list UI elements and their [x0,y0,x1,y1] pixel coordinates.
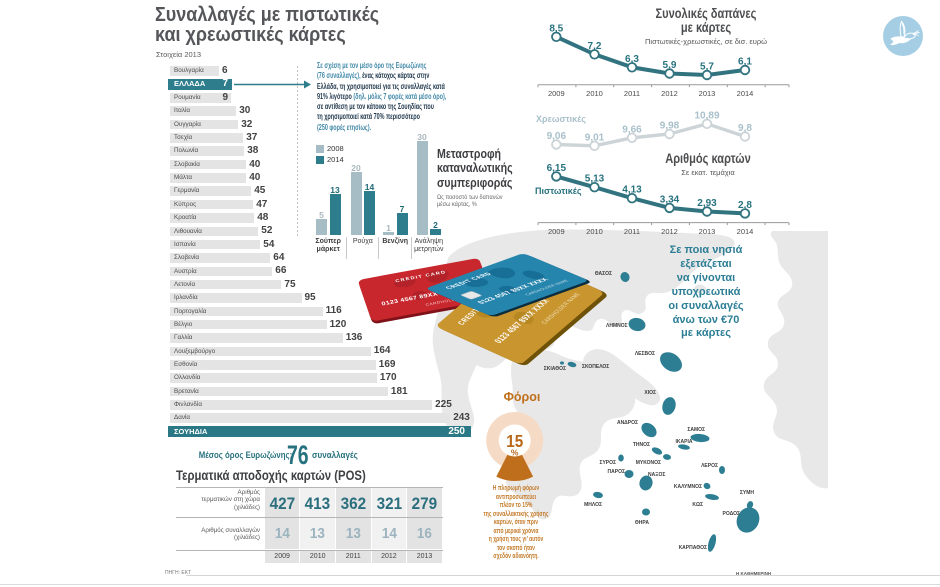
svg-text:5,9: 5,9 [663,60,677,71]
svg-text:2011: 2011 [624,227,640,236]
svg-text:3,34: 3,34 [660,194,680,205]
svg-text:10,89: 10,89 [694,110,719,121]
svg-text:9,8: 9,8 [738,123,752,134]
svg-text:ΜΗΛΟΣ: ΜΗΛΟΣ [584,502,602,508]
svg-text:ΛΕΣΒΟΣ: ΛΕΣΒΟΣ [635,351,655,357]
svg-text:2011: 2011 [624,89,640,98]
svg-text:ΤΗΝΟΣ: ΤΗΝΟΣ [633,442,650,448]
svg-text:ΘΗΡΑ: ΘΗΡΑ [635,520,649,526]
svg-text:9,98: 9,98 [660,121,680,132]
svg-text:ΚΑΛΥΜΝΟΣ: ΚΑΛΥΜΝΟΣ [674,484,702,490]
svg-text:6,3: 6,3 [625,54,639,65]
svg-text:2012: 2012 [661,227,678,236]
svg-text:2,93: 2,93 [697,198,717,209]
svg-text:2013: 2013 [699,89,716,98]
svg-text:ΙΚΑΡΙΑ: ΙΚΑΡΙΑ [676,439,693,445]
svg-text:%: % [511,448,519,458]
svg-text:ΚΑΡΠΑΘΟΣ: ΚΑΡΠΑΘΟΣ [679,545,707,551]
svg-text:7,2: 7,2 [588,41,602,52]
svg-text:4,13: 4,13 [622,185,642,196]
svg-text:2010: 2010 [586,227,603,236]
svg-text:ΣΚΙΑΘΟΣ: ΣΚΙΑΘΟΣ [544,366,566,372]
svg-text:5,13: 5,13 [585,174,605,185]
svg-text:ΠΑΡΟΣ: ΠΑΡΟΣ [608,469,625,475]
svg-text:ΧΙΟΣ: ΧΙΟΣ [644,390,656,396]
svg-text:6,1: 6,1 [738,57,752,68]
svg-text:2013: 2013 [699,227,716,236]
svg-text:9,06: 9,06 [547,131,567,142]
svg-text:6,15: 6,15 [547,163,567,174]
svg-text:ΛΕΡΟΣ: ΛΕΡΟΣ [701,463,718,469]
svg-text:2009: 2009 [548,89,565,98]
svg-text:ΣΑΜΟΣ: ΣΑΜΟΣ [687,427,705,433]
svg-text:ΛΗΜΝΟΣ: ΛΗΜΝΟΣ [606,323,628,329]
svg-text:2,8: 2,8 [738,200,752,211]
svg-text:15: 15 [506,431,523,451]
svg-text:ΝΑΞΟΣ: ΝΑΞΟΣ [648,472,665,478]
svg-text:ΣΚΟΠΕΛΟΣ: ΣΚΟΠΕΛΟΣ [582,364,609,370]
svg-text:2014: 2014 [737,89,754,98]
svg-text:2009: 2009 [548,227,565,236]
svg-text:2014: 2014 [737,227,754,236]
svg-text:ΣΥΡΟΣ: ΣΥΡΟΣ [599,460,616,466]
svg-text:5,7: 5,7 [700,62,714,73]
svg-text:ΑΝΔΡΟΣ: ΑΝΔΡΟΣ [617,420,638,426]
svg-text:ΡΟΔΟΣ: ΡΟΔΟΣ [723,511,740,517]
svg-text:2012: 2012 [661,89,678,98]
svg-text:ΣΥΜΗ: ΣΥΜΗ [740,490,755,496]
svg-text:ΜΥΚΟΝΟΣ: ΜΥΚΟΝΟΣ [636,460,661,466]
svg-text:ΘΑΣΟΣ: ΘΑΣΟΣ [595,271,612,277]
svg-text:8,5: 8,5 [549,23,563,34]
svg-text:9,66: 9,66 [622,124,642,135]
svg-text:ΚΩΣ: ΚΩΣ [692,502,703,508]
svg-text:9,01: 9,01 [585,132,605,143]
svg-text:2010: 2010 [586,89,603,98]
